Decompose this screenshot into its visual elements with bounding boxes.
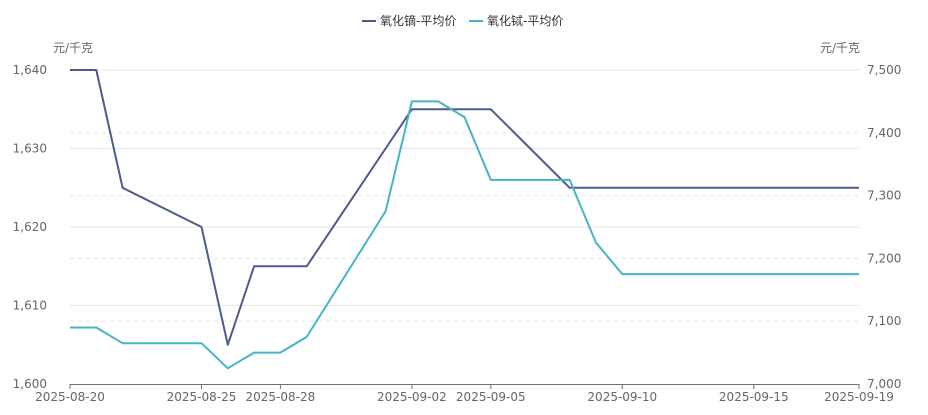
right-axis-ticks: 7,000 7,100 7,200 7,300 7,400 7,500 [867,63,901,391]
legend-item-2[interactable]: 氧化铽-平均价 [469,13,563,28]
x-axis-tick-label: 2025-09-05 [456,390,526,404]
gridlines [70,69,859,322]
left-axis-tick-label: 1,640 [13,63,47,77]
series-line-2[interactable] [70,100,859,370]
left-axis-unit: 元/千克 [53,41,93,55]
series-line-1[interactable] [70,69,859,346]
x-axis-tick-label: 2025-08-20 [35,390,105,404]
right-axis-tick-label: 7,200 [867,251,901,265]
x-axis-tick-label: 2025-08-28 [246,390,316,404]
series-lines[interactable] [70,69,859,370]
left-axis-tick-label: 1,620 [13,220,47,234]
x-axis-ticks: 2025-08-20 2025-08-25 2025-08-28 2025-09-02… [35,384,894,404]
right-axis-tick-label: 7,500 [867,63,901,77]
legend-label: 氧化铽-平均价 [487,13,563,28]
right-axis-tick-label: 7,100 [867,314,901,328]
x-axis-tick-label: 2025-09-02 [377,390,447,404]
x-axis-tick-label: 2025-08-25 [167,390,237,404]
left-axis-tick-label: 1,630 [13,142,47,156]
legend[interactable]: 氧化镝-平均价 氧化铽-平均价 [362,13,563,28]
x-axis-tick-label: 2025-09-15 [719,390,789,404]
legend-label: 氧化镝-平均价 [380,13,456,28]
right-axis-unit: 元/千克 [820,41,860,55]
left-axis-tick-label: 1,600 [13,377,47,391]
left-axis-ticks: 1,600 1,610 1,620 1,630 1,640 [13,63,47,391]
right-axis-tick-label: 7,000 [867,377,901,391]
legend-item-1[interactable]: 氧化镝-平均价 [362,13,456,28]
x-axis-tick-label: 2025-09-19 [824,390,894,404]
right-axis-tick-label: 7,300 [867,189,901,203]
x-axis-tick-label: 2025-09-10 [587,390,657,404]
right-axis-tick-label: 7,400 [867,126,901,140]
left-axis-tick-label: 1,610 [13,299,47,313]
